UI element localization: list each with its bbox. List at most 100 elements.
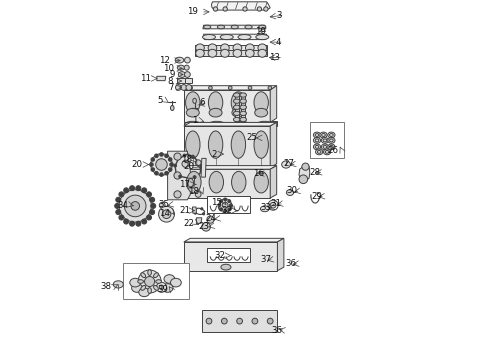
Text: 35: 35 [158, 200, 170, 209]
Ellipse shape [113, 281, 123, 288]
Polygon shape [235, 93, 239, 122]
Ellipse shape [123, 188, 129, 193]
Text: 32: 32 [215, 251, 225, 260]
Ellipse shape [219, 199, 232, 212]
Ellipse shape [240, 117, 246, 122]
Ellipse shape [155, 154, 158, 158]
Ellipse shape [316, 149, 323, 155]
Ellipse shape [328, 132, 335, 138]
Ellipse shape [268, 318, 273, 324]
Ellipse shape [174, 164, 176, 167]
Ellipse shape [115, 203, 120, 208]
Ellipse shape [186, 108, 199, 117]
Ellipse shape [264, 7, 268, 11]
Text: 38: 38 [101, 282, 112, 291]
Ellipse shape [149, 197, 155, 202]
Ellipse shape [153, 285, 158, 290]
Ellipse shape [208, 92, 223, 113]
Ellipse shape [222, 202, 228, 208]
Text: 18: 18 [181, 156, 192, 164]
Ellipse shape [174, 153, 181, 160]
Ellipse shape [257, 7, 262, 11]
Ellipse shape [245, 44, 254, 52]
Text: 30: 30 [287, 186, 297, 195]
Text: 3: 3 [276, 11, 282, 20]
Ellipse shape [220, 49, 229, 57]
Ellipse shape [186, 92, 200, 113]
Text: 33: 33 [261, 202, 271, 212]
Ellipse shape [255, 108, 268, 117]
Ellipse shape [314, 144, 320, 150]
Polygon shape [201, 158, 206, 177]
Ellipse shape [165, 171, 169, 175]
Ellipse shape [169, 158, 172, 161]
Ellipse shape [171, 278, 181, 287]
Ellipse shape [139, 288, 149, 297]
Polygon shape [193, 207, 196, 213]
Ellipse shape [323, 149, 331, 155]
Ellipse shape [321, 138, 328, 143]
Ellipse shape [151, 168, 154, 171]
Text: 1: 1 [192, 116, 197, 125]
Text: 25: 25 [246, 134, 258, 143]
Text: 22: 22 [184, 220, 195, 229]
Ellipse shape [258, 44, 267, 52]
Ellipse shape [213, 7, 218, 11]
Ellipse shape [187, 171, 201, 193]
Ellipse shape [148, 270, 151, 275]
Ellipse shape [123, 219, 129, 224]
Ellipse shape [174, 172, 181, 179]
Text: 34: 34 [118, 201, 128, 210]
Polygon shape [270, 122, 277, 167]
Ellipse shape [138, 270, 161, 293]
Ellipse shape [232, 108, 245, 117]
Ellipse shape [206, 318, 212, 324]
Polygon shape [184, 242, 277, 271]
Ellipse shape [261, 206, 269, 212]
Ellipse shape [201, 208, 203, 210]
Ellipse shape [199, 166, 202, 169]
Ellipse shape [314, 138, 320, 143]
Ellipse shape [194, 212, 196, 214]
Ellipse shape [282, 161, 291, 168]
Ellipse shape [248, 86, 252, 90]
Ellipse shape [147, 215, 151, 220]
Ellipse shape [224, 210, 227, 212]
Ellipse shape [240, 105, 246, 109]
Ellipse shape [202, 35, 216, 40]
Ellipse shape [119, 192, 124, 197]
Text: 4: 4 [275, 38, 281, 47]
Ellipse shape [320, 132, 327, 138]
Text: 9: 9 [170, 70, 175, 79]
Ellipse shape [149, 163, 153, 166]
Polygon shape [184, 122, 277, 126]
Ellipse shape [196, 44, 204, 52]
Text: 28: 28 [310, 168, 320, 177]
Text: 21: 21 [179, 206, 190, 215]
Text: 27: 27 [283, 159, 294, 168]
Ellipse shape [156, 282, 167, 292]
Bar [310, 122, 344, 158]
Ellipse shape [231, 25, 238, 29]
Polygon shape [168, 151, 191, 200]
Ellipse shape [124, 195, 146, 217]
Ellipse shape [169, 168, 172, 171]
Ellipse shape [151, 158, 154, 161]
Ellipse shape [147, 192, 151, 197]
Ellipse shape [258, 49, 267, 57]
Ellipse shape [233, 93, 240, 97]
Ellipse shape [177, 65, 185, 70]
Ellipse shape [129, 221, 135, 226]
Ellipse shape [207, 216, 214, 223]
Ellipse shape [228, 200, 231, 203]
Text: 16: 16 [253, 169, 264, 178]
Ellipse shape [160, 153, 163, 156]
Text: 24: 24 [205, 214, 216, 223]
Ellipse shape [178, 72, 186, 77]
Ellipse shape [170, 163, 173, 166]
Ellipse shape [237, 318, 243, 324]
Polygon shape [184, 86, 277, 90]
Polygon shape [212, 2, 270, 10]
Text: 5: 5 [157, 96, 163, 105]
Ellipse shape [193, 98, 196, 103]
